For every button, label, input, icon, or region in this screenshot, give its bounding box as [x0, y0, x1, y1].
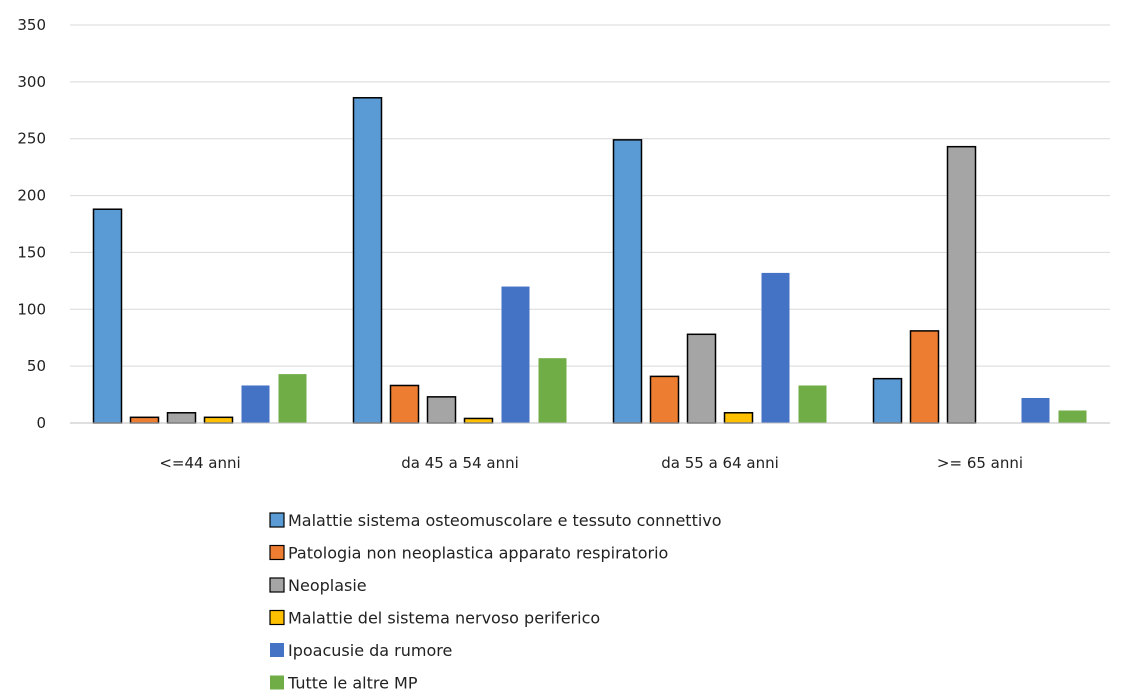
y-axis-tick-labels: 0 50 100 150 200 250 300 350 — [17, 16, 46, 432]
bar — [463, 417, 494, 424]
legend-label: Tutte le altre MP — [287, 674, 418, 693]
x-category-label: da 55 a 64 anni — [661, 454, 779, 472]
bar — [909, 330, 940, 424]
legend-swatch — [269, 544, 285, 561]
legend-swatch — [269, 609, 285, 626]
y-tick-label: 350 — [17, 16, 46, 34]
legend-item: Patologia non neoplastica apparato respi… — [269, 544, 668, 563]
legend-label: Malattie sistema osteomuscolare e tessut… — [288, 511, 722, 530]
y-tick-label: 100 — [17, 300, 46, 318]
bar — [129, 416, 160, 424]
legend-label: Malattie del sistema nervoso periferico — [288, 609, 600, 628]
bar — [946, 145, 977, 424]
gridlines — [70, 24, 1110, 367]
legend-item: Neoplasie — [269, 576, 367, 595]
legend-swatch — [270, 643, 284, 657]
bar — [686, 333, 717, 424]
bar — [649, 375, 680, 424]
legend-item: Tutte le altre MP — [270, 674, 418, 693]
y-tick-label: 250 — [17, 130, 46, 148]
legend-label: Patologia non neoplastica apparato respi… — [288, 544, 668, 563]
bar — [389, 384, 420, 424]
bar — [203, 416, 234, 424]
bar — [92, 208, 123, 424]
bar — [501, 286, 530, 423]
bar — [426, 396, 457, 424]
x-category-label: >= 65 anni — [937, 454, 1023, 472]
bar — [612, 139, 643, 424]
legend-item: Ipoacusie da rumore — [270, 641, 452, 660]
bars — [92, 97, 1087, 424]
bar — [278, 374, 307, 423]
bar — [761, 272, 790, 423]
legend-swatch — [269, 512, 285, 528]
bar — [798, 385, 827, 423]
legend-item: Malattie sistema osteomuscolare e tessut… — [269, 511, 722, 530]
bar — [1021, 397, 1050, 423]
legend-swatch — [269, 577, 285, 593]
legend-label: Neoplasie — [288, 576, 367, 595]
y-tick-label: 0 — [36, 414, 46, 432]
y-tick-label: 50 — [27, 357, 46, 375]
bar — [723, 412, 754, 424]
y-tick-label: 150 — [17, 243, 46, 261]
bar — [352, 97, 383, 424]
bar — [241, 385, 270, 423]
legend-item: Malattie del sistema nervoso periferico — [269, 609, 600, 628]
bar — [538, 358, 567, 423]
legend: Malattie sistema osteomuscolare e tessut… — [269, 511, 722, 693]
bar — [166, 412, 197, 424]
x-axis-category-labels: <=44 anni da 45 a 54 anni da 55 a 64 anni >… — [159, 454, 1023, 472]
x-category-label: da 45 a 54 anni — [401, 454, 519, 472]
x-category-label: <=44 anni — [159, 454, 240, 472]
legend-label: Ipoacusie da rumore — [288, 641, 452, 660]
bar — [1058, 410, 1087, 423]
y-tick-label: 300 — [17, 73, 46, 91]
legend-swatch — [270, 675, 284, 690]
bar — [872, 377, 903, 424]
y-tick-label: 200 — [17, 187, 46, 205]
